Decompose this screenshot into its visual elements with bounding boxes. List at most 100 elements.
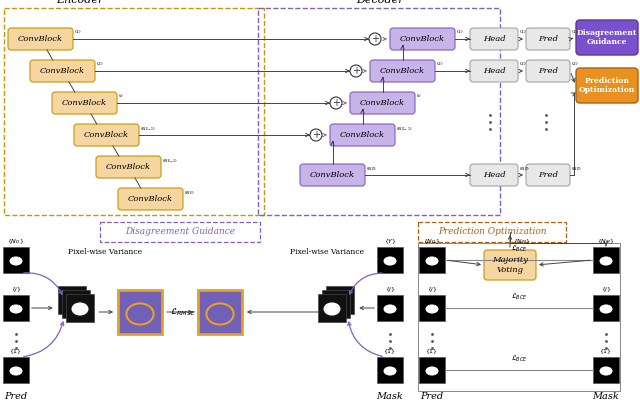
Circle shape xyxy=(369,33,381,45)
Text: $^{(2)}$: $^{(2)}$ xyxy=(519,62,527,67)
Ellipse shape xyxy=(68,299,84,311)
Text: $^{(N_D)}$: $^{(N_D)}$ xyxy=(519,166,530,173)
FancyBboxPatch shape xyxy=(74,124,139,146)
Ellipse shape xyxy=(10,257,22,265)
Text: ConvBlock: ConvBlock xyxy=(128,195,173,203)
Text: ConvBlock: ConvBlock xyxy=(106,163,151,171)
Text: $^{(N_D)}$: $^{(N_D)}$ xyxy=(366,166,377,173)
Circle shape xyxy=(330,97,342,109)
FancyBboxPatch shape xyxy=(350,92,415,114)
Text: Pred: Pred xyxy=(420,392,444,401)
Text: Pred: Pred xyxy=(538,35,558,43)
Text: $\{N_D\}$: $\{N_D\}$ xyxy=(7,237,25,246)
Text: ConvBlock: ConvBlock xyxy=(310,171,355,179)
Text: $\mathcal{L}_{BCE}$: $\mathcal{L}_{BCE}$ xyxy=(511,354,527,364)
FancyBboxPatch shape xyxy=(52,92,117,114)
Bar xyxy=(100,222,260,242)
Bar xyxy=(258,8,500,215)
FancyBboxPatch shape xyxy=(470,60,518,82)
Ellipse shape xyxy=(10,366,22,376)
FancyBboxPatch shape xyxy=(576,20,638,55)
Text: $\{i\}$: $\{i\}$ xyxy=(385,286,396,294)
Text: $\mathcal{L}_{RMSE}$: $\mathcal{L}_{RMSE}$ xyxy=(170,306,196,318)
FancyBboxPatch shape xyxy=(8,28,73,50)
Ellipse shape xyxy=(600,366,612,376)
Bar xyxy=(4,8,264,215)
FancyBboxPatch shape xyxy=(470,164,518,186)
Bar xyxy=(3,295,29,321)
Bar xyxy=(419,357,445,383)
Ellipse shape xyxy=(10,305,22,314)
Text: Pred: Pred xyxy=(538,171,558,179)
Text: $^{(N_{E-1})}$: $^{(N_{E-1})}$ xyxy=(162,158,178,164)
Text: Head: Head xyxy=(483,171,506,179)
Text: Prediction
Optimization: Prediction Optimization xyxy=(579,77,635,94)
Ellipse shape xyxy=(426,366,438,376)
Ellipse shape xyxy=(332,295,348,307)
Text: $^{(1)}$: $^{(1)}$ xyxy=(519,30,527,35)
Text: $^{(N_E)}$: $^{(N_E)}$ xyxy=(184,190,195,196)
Ellipse shape xyxy=(383,305,397,314)
Bar xyxy=(593,295,619,321)
Text: Pred: Pred xyxy=(4,392,28,401)
Circle shape xyxy=(350,65,362,77)
Text: Mask: Mask xyxy=(376,392,403,401)
Text: $\{i\}$: $\{i\}$ xyxy=(10,286,22,294)
Bar xyxy=(418,243,620,391)
Bar xyxy=(593,357,619,383)
Text: $\{i\}$: $\{i\}$ xyxy=(426,286,438,294)
Text: $^{(i)}$: $^{(i)}$ xyxy=(118,94,124,99)
Text: ConvBlock: ConvBlock xyxy=(40,67,85,75)
Text: $^{(2)}$: $^{(2)}$ xyxy=(436,62,444,67)
Text: $\{i\}$: $\{i\}$ xyxy=(600,286,611,294)
Text: $\mathcal{L}_{BCE}$: $\mathcal{L}_{BCE}$ xyxy=(511,292,527,302)
Text: ConvBlock: ConvBlock xyxy=(380,67,425,75)
Ellipse shape xyxy=(64,295,80,307)
Text: Pixel-wise Variance: Pixel-wise Variance xyxy=(68,248,142,256)
Text: Mask: Mask xyxy=(593,392,620,401)
Text: ConvBlock: ConvBlock xyxy=(360,99,405,107)
Ellipse shape xyxy=(600,305,612,314)
Text: $^{(i)}$: $^{(i)}$ xyxy=(416,94,422,99)
Ellipse shape xyxy=(426,305,438,314)
Text: ConvBlock: ConvBlock xyxy=(340,131,385,139)
Text: $^{(N_{D-1})}$: $^{(N_{D-1})}$ xyxy=(396,126,413,133)
Text: $^{(N_{E-1})}$: $^{(N_{E-1})}$ xyxy=(140,126,156,133)
Text: +: + xyxy=(352,66,360,76)
Text: ConvBlock: ConvBlock xyxy=(84,131,129,139)
Text: Majority
Voting: Majority Voting xyxy=(492,257,528,274)
Text: $\{1\}$: $\{1\}$ xyxy=(600,347,612,356)
Circle shape xyxy=(310,129,322,141)
Ellipse shape xyxy=(324,303,340,315)
Text: Head: Head xyxy=(483,35,506,43)
Text: $^{(1)}$: $^{(1)}$ xyxy=(571,30,579,35)
Ellipse shape xyxy=(383,366,397,376)
FancyBboxPatch shape xyxy=(484,250,536,280)
Text: Encoder: Encoder xyxy=(56,0,104,5)
FancyBboxPatch shape xyxy=(526,60,570,82)
Text: $^{(N_D)}$: $^{(N_D)}$ xyxy=(571,166,582,173)
Text: Decoder: Decoder xyxy=(356,0,404,5)
Text: +: + xyxy=(332,98,340,108)
Bar xyxy=(419,247,445,273)
FancyBboxPatch shape xyxy=(300,164,365,186)
Bar xyxy=(3,357,29,383)
Text: $\{N_M\}$: $\{N_M\}$ xyxy=(597,237,615,246)
Text: +: + xyxy=(371,34,379,44)
Ellipse shape xyxy=(383,257,397,265)
FancyBboxPatch shape xyxy=(390,28,455,50)
Text: $^{(1)}$: $^{(1)}$ xyxy=(74,30,82,35)
Text: Pixel-wise Variance: Pixel-wise Variance xyxy=(290,248,364,256)
Text: ConvBlock: ConvBlock xyxy=(62,99,107,107)
FancyBboxPatch shape xyxy=(330,124,395,146)
Ellipse shape xyxy=(72,303,88,315)
Bar xyxy=(593,247,619,273)
Text: $\mathcal{L}_{BCE}$: $\mathcal{L}_{BCE}$ xyxy=(511,244,527,254)
Bar xyxy=(377,247,403,273)
FancyBboxPatch shape xyxy=(526,28,570,50)
FancyBboxPatch shape xyxy=(30,60,95,82)
Text: $^{(2)}$: $^{(2)}$ xyxy=(571,62,579,67)
FancyBboxPatch shape xyxy=(526,164,570,186)
Text: ConvBlock: ConvBlock xyxy=(400,35,445,43)
Text: Disagreement Guidance: Disagreement Guidance xyxy=(125,227,235,236)
